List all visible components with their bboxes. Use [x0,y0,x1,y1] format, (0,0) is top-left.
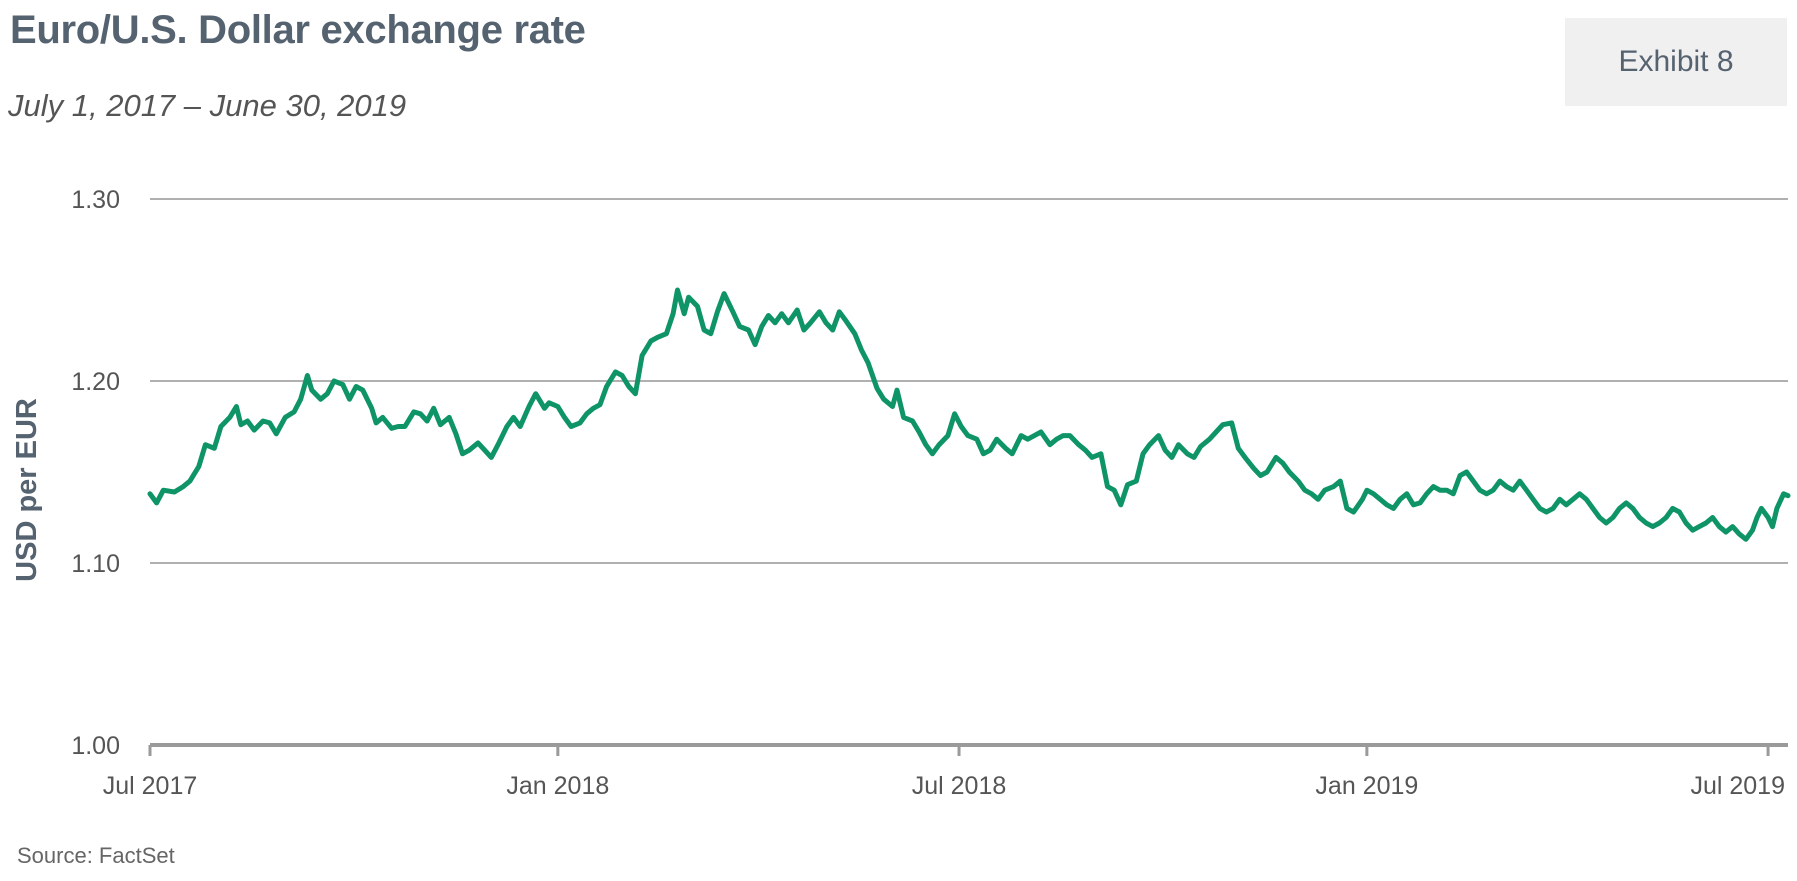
y-tick-label: 1.10 [71,550,120,578]
exhibit-badge: Exhibit 8 [1565,18,1787,106]
chart-title: Euro/U.S. Dollar exchange rate [10,8,586,52]
series-group [147,287,1791,542]
chart-subtitle: July 1, 2017 – June 30, 2019 [8,88,407,123]
series-line-usd-per-eur [147,287,1791,542]
y-tick-label: 1.20 [71,368,120,396]
x-tick-label: Jul 2019 [1690,772,1785,800]
x-tick-label: Jan 2018 [506,772,609,800]
grid-lines [150,198,1788,564]
x-tick-label: Jan 2019 [1315,772,1418,800]
x-axis: Jul 2017 Jan 2018 Jul 2018 Jan 2019 Jul 2019 [103,743,1788,800]
x-tick-label: Jul 2017 [103,772,198,800]
y-tick-label: 1.00 [71,732,120,760]
y-axis-label: USD per EUR [11,398,43,582]
y-axis-ticks: 1.00 1.10 1.20 1.30 [71,186,120,760]
y-tick-label: 1.30 [71,186,120,214]
source-note: Source: FactSet [17,843,175,868]
x-tick-label: Jul 2018 [912,772,1007,800]
